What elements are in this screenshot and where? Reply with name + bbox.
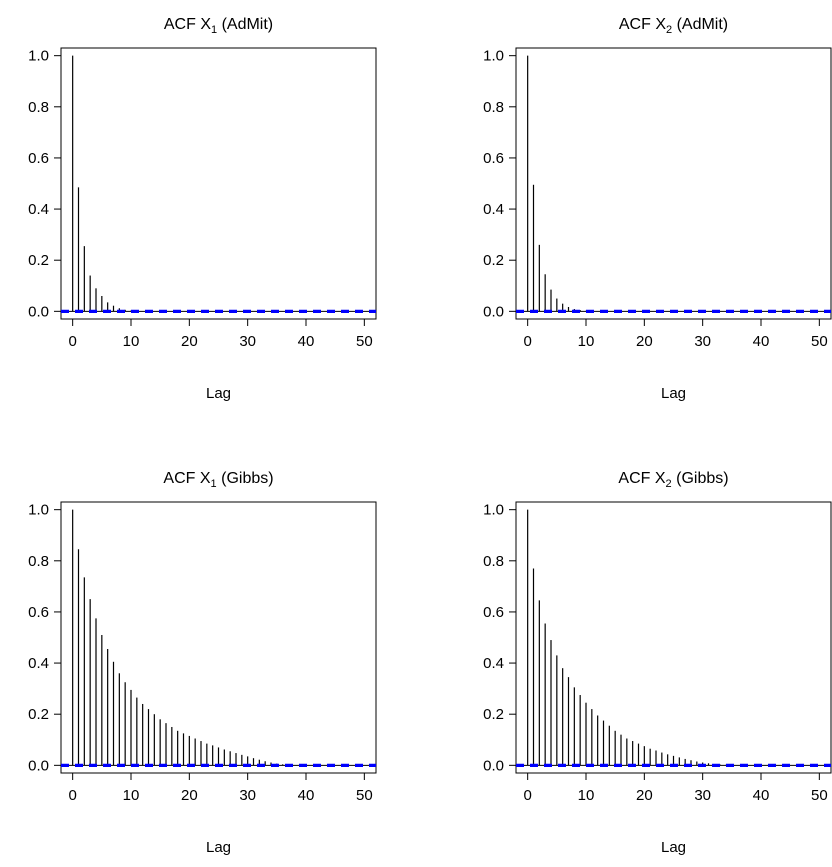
x-axis-label: Lag [206,385,231,402]
chart-title-subscript: 1 [211,478,217,490]
x-tick-label: 0 [523,787,531,804]
chart-title: ACF X2 (Gibbs) [618,470,728,490]
y-tick-label: 0.2 [483,706,504,723]
chart-title: ACF X1 (Gibbs) [163,470,273,490]
y-tick-label: 0.6 [28,150,49,167]
chart-title-subscript: 2 [666,24,672,36]
y-tick-label: 0.2 [28,706,49,723]
y-tick-label: 0.4 [28,655,49,672]
y-tick-label: 1.0 [483,502,504,519]
acf-panel: ACF X1 (AdMit) 0.0 0.2 0.4 0.6 0.8 1.0 0 10 20 30 4… [28,16,377,402]
acf-panel: ACF X2 (AdMit) 0.0 0.2 0.4 0.6 0.8 1.0 0 10 20 30 4… [483,16,832,402]
acf-panel: ACF X1 (Gibbs) 0.0 0.2 0.4 0.6 0.8 1.0 0 10 20 30 4… [28,470,377,856]
x-tick-label: 40 [298,333,315,350]
y-tick-label: 0.0 [28,303,49,320]
y-tick-label: 1.0 [483,48,504,65]
x-tick-label: 40 [753,787,770,804]
x-tick-label: 50 [811,787,828,804]
x-tick-label: 10 [578,333,595,350]
x-axis-label: Lag [206,839,231,856]
y-tick-label: 0.0 [483,757,504,774]
chart-title: ACF X1 (AdMit) [164,16,273,36]
x-tick-label: 40 [298,787,315,804]
chart-title-suffix: (AdMit) [672,16,728,33]
chart-title-subscript: 2 [666,478,672,490]
y-tick-label: 0.6 [28,604,49,621]
x-tick-label: 50 [811,333,828,350]
acf-panel: ACF X2 (Gibbs) 0.0 0.2 0.4 0.6 0.8 1.0 0 10 20 30 4… [483,470,832,856]
y-tick-label: 0.4 [483,201,504,218]
y-tick-label: 0.6 [483,604,504,621]
y-tick-label: 0.2 [483,252,504,269]
x-tick-label: 10 [123,333,140,350]
x-axis-label: Lag [661,385,686,402]
y-tick-label: 0.4 [28,201,49,218]
y-tick-label: 0.8 [483,99,504,116]
x-tick-label: 30 [694,787,711,804]
y-tick-label: 0.6 [483,150,504,167]
plot-frame [515,501,832,774]
chart-title-suffix: (Gibbs) [217,470,274,487]
x-tick-label: 50 [356,333,373,350]
chart-title-suffix: (Gibbs) [672,470,729,487]
y-tick-label: 0.8 [28,99,49,116]
x-tick-label: 40 [753,333,770,350]
y-tick-label: 0.8 [483,553,504,570]
plot-frame [60,501,377,774]
plot-frame [515,47,832,320]
chart-title-prefix: ACF X [618,470,665,487]
x-tick-label: 0 [68,333,76,350]
x-axis-label: Lag [661,839,686,856]
y-tick-label: 0.8 [28,553,49,570]
x-tick-label: 20 [181,787,198,804]
x-tick-label: 20 [636,787,653,804]
x-tick-label: 30 [239,787,256,804]
chart-title-suffix: (AdMit) [217,16,273,33]
x-tick-label: 10 [123,787,140,804]
plot-frame [60,47,377,320]
y-tick-label: 0.2 [28,252,49,269]
x-tick-label: 50 [356,787,373,804]
x-tick-label: 0 [523,333,531,350]
y-tick-label: 0.4 [483,655,504,672]
chart-title-prefix: ACF X [163,470,210,487]
x-tick-label: 30 [694,333,711,350]
y-tick-label: 0.0 [483,303,504,320]
chart-title: ACF X2 (AdMit) [619,16,728,36]
x-tick-label: 0 [68,787,76,804]
x-tick-label: 30 [239,333,256,350]
chart-title-subscript: 1 [211,24,217,36]
y-tick-label: 1.0 [28,502,49,519]
y-tick-label: 1.0 [28,48,49,65]
y-tick-label: 0.0 [28,757,49,774]
chart-title-prefix: ACF X [164,16,211,33]
x-tick-label: 10 [578,787,595,804]
x-tick-label: 20 [181,333,198,350]
chart-title-prefix: ACF X [619,16,666,33]
x-tick-label: 20 [636,333,653,350]
